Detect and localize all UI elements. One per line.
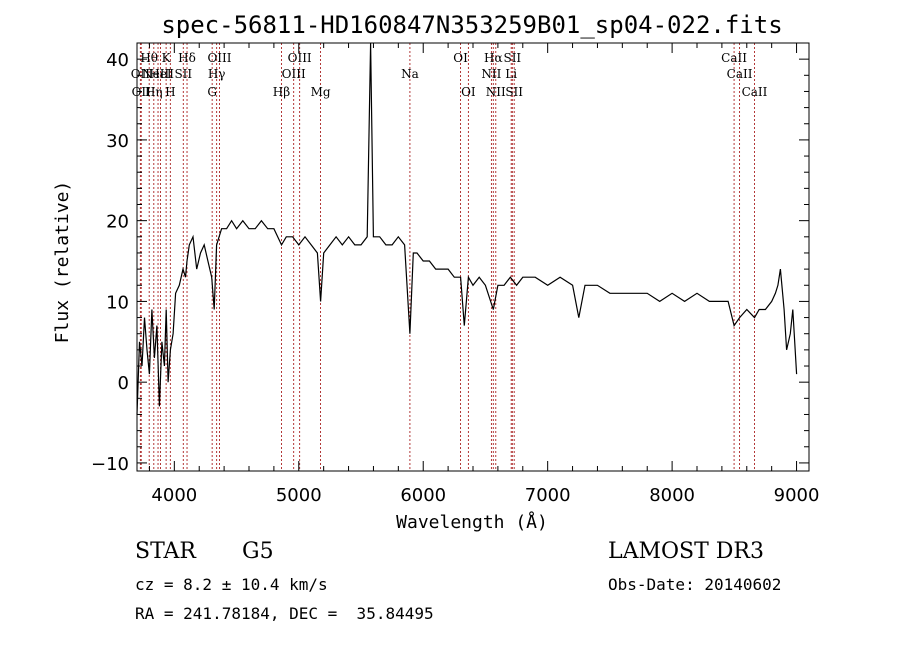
x-tick-label: 9000: [774, 485, 820, 506]
y-axis-label: Flux (relative): [52, 181, 73, 344]
line-markers: [139, 43, 755, 471]
y-tick-label: 40: [106, 50, 129, 71]
line-marker-label: OIII: [288, 51, 312, 65]
x-axis-label: Wavelength (Å): [396, 511, 548, 533]
line-marker-label: SII: [503, 51, 521, 65]
line-marker-label: K: [162, 51, 172, 65]
y-tick-label: 0: [118, 373, 129, 394]
y-tick-label: −10: [91, 454, 129, 475]
line-marker-label: NII: [481, 67, 501, 81]
redshift-value: cz = 8.2 ± 10.4 km/s: [135, 575, 328, 594]
line-marker-label: OII: [131, 67, 151, 81]
line-marker-label: NeIII: [142, 67, 174, 81]
line-marker-label: CaII: [742, 85, 768, 99]
x-tick-label: 6000: [400, 485, 446, 506]
x-tick-label: 4000: [151, 485, 197, 506]
x-axis-ticks: 4000 5000 6000 7000 8000 9000: [148, 43, 820, 506]
line-marker-label: G: [207, 85, 217, 99]
line-marker-label: Li: [505, 67, 517, 81]
line-marker-label: OI: [461, 85, 476, 99]
line-marker-label: CaII: [727, 67, 753, 81]
object-subclass: G5: [242, 539, 274, 564]
line-marker-label: OI: [453, 51, 468, 65]
y-axis-ticks: −10 0 10 20 30 40: [91, 42, 809, 475]
line-marker-label: SII: [174, 67, 192, 81]
coordinates: RA = 241.78184, DEC = 35.84495: [135, 604, 434, 623]
line-marker-label: Hγ: [208, 67, 226, 81]
line-marker-label: SII: [505, 85, 523, 99]
line-marker-label: NII: [486, 85, 506, 99]
line-marker-label: OIII: [282, 67, 306, 81]
object-class: STAR: [135, 539, 196, 564]
line-marker-label: Mg: [311, 85, 331, 99]
line-marker-label: Hδ: [178, 51, 196, 65]
line-marker-label: OIII: [207, 51, 231, 65]
chart-title: spec-56811-HD160847N353259B01_sp04-022.f…: [161, 11, 782, 39]
line-marker-label: Na: [401, 67, 419, 81]
observation-date: Obs-Date: 20140602: [608, 575, 782, 594]
x-tick-label: 7000: [525, 485, 571, 506]
spectrum-series-line: [136, 42, 798, 415]
line-marker-label: Hα: [484, 51, 503, 65]
plot-frame: [136, 42, 810, 472]
x-tick-label: 5000: [276, 485, 322, 506]
line-marker-label: Hβ: [273, 85, 290, 99]
line-marker-label: OII: [132, 85, 152, 99]
line-marker-label: CaII: [721, 51, 747, 65]
line-marker-label: H: [165, 85, 175, 99]
x-tick-label: 8000: [649, 485, 695, 506]
line-marker-label: HeI: [149, 67, 172, 81]
line-marker-label: Hθ: [140, 51, 158, 65]
y-tick-label: 10: [106, 292, 129, 313]
line-marker-label: Hη: [145, 85, 163, 99]
y-tick-label: 20: [106, 212, 129, 233]
survey-name: LAMOST DR3: [608, 539, 764, 564]
y-tick-label: 30: [106, 131, 129, 152]
